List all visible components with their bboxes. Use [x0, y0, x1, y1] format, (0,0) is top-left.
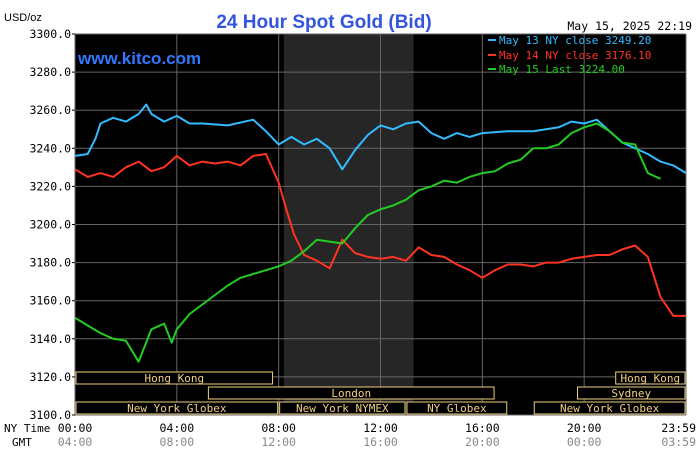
session-bar — [406, 401, 508, 415]
session-label: New York Globex — [560, 402, 660, 415]
gridlines — [74, 33, 687, 416]
series-line-1 — [74, 153, 686, 317]
y-tick-label: 3200.0 — [29, 218, 71, 232]
x-axis-row2-label: GMT — [12, 436, 32, 449]
session-label: New York NYMEX — [296, 402, 389, 415]
session-label: Hong Kong — [621, 372, 681, 385]
x-tick-label-gmt: 20:00 — [465, 435, 500, 449]
legend: May 13 NY close 3249.20 May 14 NY close … — [488, 34, 651, 76]
legend-item-may15: May 15 Last 3224.00 — [499, 63, 625, 76]
session-label: London — [331, 387, 371, 400]
session-bar — [577, 386, 686, 400]
y-tick-label: 3240.0 — [29, 141, 71, 155]
session-label: NY Globex — [427, 402, 487, 415]
watermark: www.kitco.com — [77, 49, 201, 68]
y-axis: 3300.0 3280.0 3260.0 3240.0 3220.0 3200.0 3180… — [29, 27, 75, 422]
y-tick-label: 3280.0 — [29, 65, 71, 79]
series-line-2 — [74, 122, 661, 363]
x-tick-label-ny: 20:00 — [567, 421, 602, 435]
session-label: Hong Kong — [144, 372, 204, 385]
y-tick-label: 3140.0 — [29, 332, 71, 346]
session-bar — [279, 401, 406, 415]
trading-sessions: Hong Kong Hong Kong London Sydney New York G… — [75, 371, 686, 415]
x-axis-row1-label: NY Time — [4, 422, 50, 435]
session-bar — [75, 401, 279, 415]
price-series — [74, 103, 687, 363]
x-tick-label-ny: 08:00 — [261, 421, 296, 435]
x-tick-label-gmt: 04:00 — [58, 435, 93, 449]
timestamp: May 15, 2025 22:19 — [567, 19, 692, 33]
session-label: Sydney — [611, 387, 651, 400]
x-tick-label-gmt: 16:00 — [363, 435, 398, 449]
units-label: USD/oz — [4, 12, 42, 24]
legend-item-may14: May 14 NY close 3176.10 — [499, 49, 651, 62]
x-tick-label-gmt: 12:00 — [261, 435, 296, 449]
legend-item-may13: May 13 NY close 3249.20 — [499, 34, 651, 47]
y-tick-label: 3220.0 — [29, 179, 71, 193]
session-bar — [615, 371, 686, 385]
session-label: New York Globex — [127, 402, 227, 415]
x-tick-label-ny: 04:00 — [160, 421, 195, 435]
session-bar — [207, 386, 495, 400]
y-tick-label: 3120.0 — [29, 370, 71, 384]
session-bar — [75, 371, 274, 385]
session-bar — [533, 401, 686, 415]
x-tick-label-gmt: 03:59 — [661, 435, 696, 449]
y-tick-label: 3300.0 — [29, 27, 71, 41]
x-tick-label-gmt: 00:00 — [567, 435, 602, 449]
y-tick-label: 3160.0 — [29, 294, 71, 308]
x-tick-label-ny: 12:00 — [363, 421, 398, 435]
y-tick-label: 3180.0 — [29, 256, 71, 270]
x-tick-label-ny: 00:00 — [58, 421, 93, 435]
chart-title: 24 Hour Spot Gold (Bid) — [216, 12, 431, 33]
x-tick-label-ny: 16:00 — [465, 421, 500, 435]
y-tick-label: 3260.0 — [29, 103, 71, 117]
x-tick-label-gmt: 08:00 — [160, 435, 195, 449]
x-tick-label-ny: 23:59 — [661, 421, 696, 435]
y-tick-label: 3100.0 — [29, 408, 71, 422]
x-axis: 00:0004:0004:0008:0008:0012:0012:0016:00… — [58, 421, 696, 449]
series-line-0 — [74, 103, 687, 174]
